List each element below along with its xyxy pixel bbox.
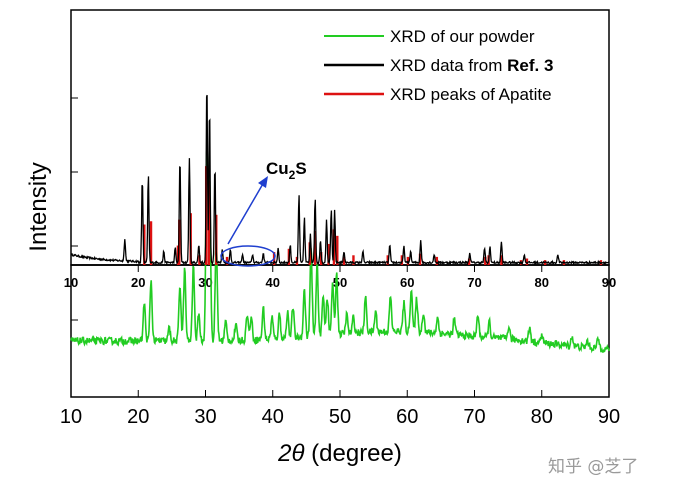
bottom-x-ticks: 10 20 30 40 50 60 70 80 90 bbox=[60, 390, 620, 428]
x-tick-label-bottom: 10 bbox=[60, 406, 82, 428]
x-tick-label-bottom: 90 bbox=[598, 406, 620, 428]
top-x-ticks: 10 20 30 40 50 60 70 80 90 bbox=[64, 265, 616, 290]
series-line-ref3 bbox=[70, 94, 610, 266]
x-tick-label-top: 20 bbox=[131, 275, 145, 290]
legend-label-ref3: XRD data from Ref. 3 bbox=[390, 56, 553, 75]
x-tick-label-bottom: 60 bbox=[396, 406, 418, 428]
x-tick-label-bottom: 30 bbox=[194, 406, 216, 428]
legend-label-apatite: XRD peaks of Apatite bbox=[390, 85, 552, 104]
x-tick-label-top: 10 bbox=[64, 275, 78, 290]
cu2s-label: Cu2S bbox=[266, 159, 307, 182]
legend-label-our-powder: XRD of our powder bbox=[390, 27, 535, 46]
x-tick-label-bottom: 70 bbox=[463, 406, 485, 428]
x-axis-label: 2θ (degree) bbox=[277, 440, 402, 467]
x-tick-label-top: 40 bbox=[266, 275, 280, 290]
x-tick-label-top: 70 bbox=[467, 275, 481, 290]
x-tick-label-top: 90 bbox=[602, 275, 616, 290]
x-tick-label-bottom: 50 bbox=[329, 406, 351, 428]
cu2s-arrow bbox=[227, 181, 265, 245]
series-line-our-powder bbox=[70, 147, 610, 354]
watermark: 知乎 @芝了 bbox=[548, 457, 638, 477]
x-tick-label-top: 60 bbox=[400, 275, 414, 290]
cu2s-arrowhead bbox=[258, 176, 268, 188]
y-axis-label: Intensity bbox=[25, 162, 52, 251]
x-tick-label-top: 80 bbox=[535, 275, 549, 290]
cu2s-ellipse bbox=[220, 245, 276, 267]
x-tick-label-bottom: 40 bbox=[262, 406, 284, 428]
legend: XRD of our powder XRD data from Ref. 3 X… bbox=[324, 27, 553, 104]
series-sticks-apatite bbox=[143, 166, 603, 265]
x-tick-label-top: 50 bbox=[333, 275, 347, 290]
x-tick-label-bottom: 80 bbox=[531, 406, 553, 428]
x-tick-label-bottom: 20 bbox=[127, 406, 149, 428]
